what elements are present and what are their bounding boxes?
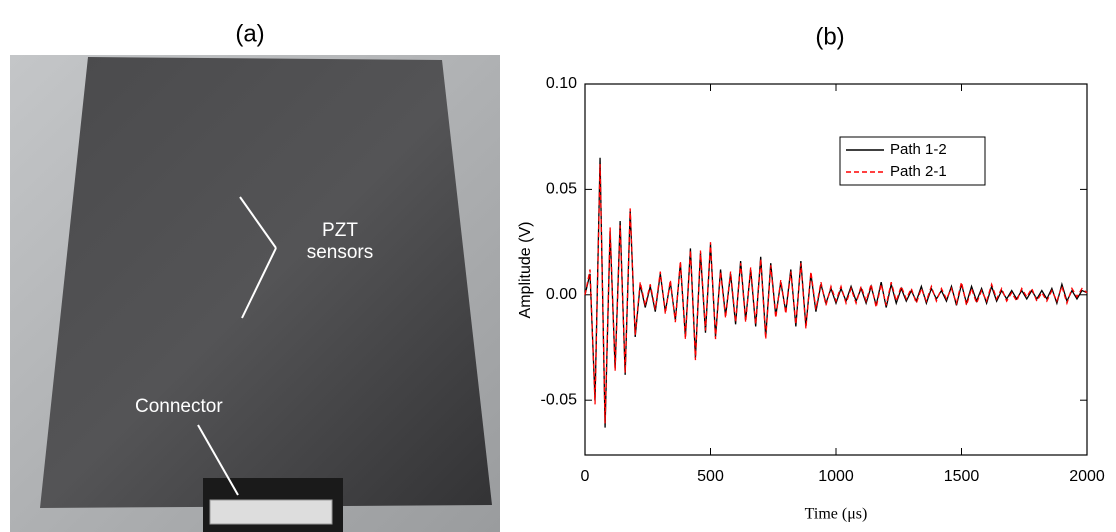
arrow [239,196,277,249]
x-tick-label: 0 [581,468,590,485]
panel-label: (b) [815,23,844,50]
legend-label: Path 2-1 [890,163,947,180]
y-axis-title: Amplitude (V) [517,222,534,319]
y-tick-label: 0.10 [546,75,577,92]
legend-label: Path 1-2 [890,141,947,158]
data-line [584,164,1088,424]
photo [10,55,500,532]
arrow [197,424,239,496]
x-tick-label: 2000 [1069,468,1105,485]
y-tick-label: 0.05 [546,181,577,198]
x-axis-title: Time (μs) [805,506,868,523]
x-tick-label: 500 [697,468,724,485]
x-tick-label: 1000 [818,468,854,485]
panel-label: (a) [235,20,264,47]
annotation: PZT sensors [306,220,374,263]
y-tick-label: -0.05 [541,391,578,408]
x-tick-label: 1500 [944,468,980,485]
connector [209,499,333,525]
plot-frame [584,83,1088,456]
arrow [241,247,277,319]
annotation: Connector [135,396,223,417]
legend-box [839,136,986,186]
composite-sheet [40,57,492,508]
y-tick-label: 0.00 [546,286,577,303]
